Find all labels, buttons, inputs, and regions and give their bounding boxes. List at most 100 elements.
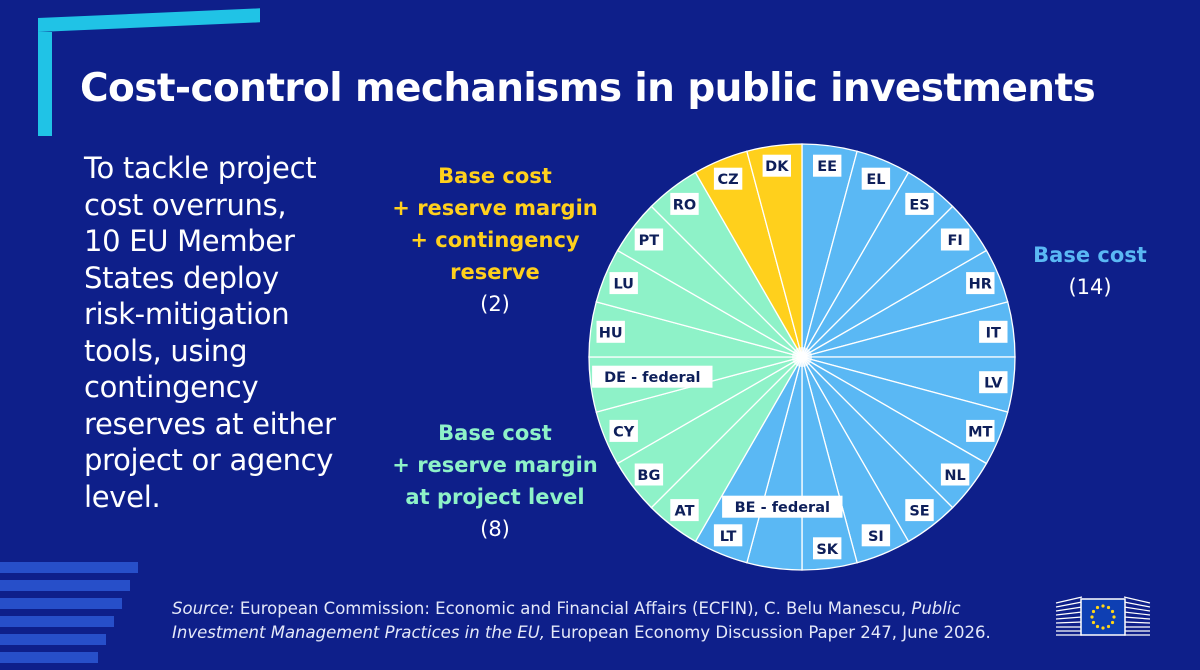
intro-line: 10 EU Member: [84, 224, 295, 258]
slice-label: BG: [634, 463, 664, 486]
group-label-lines: Base cost + reserve margin + contingency re…: [385, 160, 605, 288]
slice-label-text: CZ: [718, 172, 739, 188]
slice-label: LU: [609, 272, 638, 295]
slice-label-text: BE - federal: [735, 500, 830, 516]
slice-label-text: MT: [968, 424, 992, 440]
eu-star-icon: [1106, 624, 1111, 629]
slice-label: LT: [713, 524, 743, 547]
group-label-line: at project level: [405, 485, 585, 509]
slice-label: DK: [762, 154, 791, 177]
group-label-line: + contingency: [410, 228, 580, 252]
eu-star-icon: [1112, 615, 1116, 619]
intro-text: To tackle project cost overruns, 10 EU Mem…: [84, 150, 369, 515]
group-count: (14): [1068, 275, 1112, 299]
intro-line: To tackle project: [84, 151, 317, 185]
slice-label-text: DE - federal: [604, 370, 700, 386]
slice-label: BE - federal: [722, 495, 843, 518]
eu-star-icon: [1101, 626, 1105, 630]
group-label-line: Base cost: [1033, 243, 1147, 267]
slice-label-text: HU: [599, 325, 623, 341]
slice-label-text: LV: [984, 376, 1003, 392]
eu-star-icon: [1101, 604, 1105, 608]
eu-star-icon: [1110, 620, 1115, 625]
eu-star-icon: [1110, 609, 1115, 614]
eu-star-icon: [1095, 624, 1100, 629]
pie-center: [792, 347, 812, 367]
intro-line: tools, using: [84, 333, 248, 368]
slice-label-text: EL: [866, 172, 885, 188]
slice-label-text: PT: [639, 233, 660, 249]
slice-label-text: RO: [673, 197, 697, 213]
slice-label-text: SK: [816, 542, 838, 558]
slice-label: CY: [609, 419, 638, 442]
slice-label: PT: [634, 228, 664, 251]
group-label-line: + reserve margin: [392, 196, 598, 220]
group-label-lines: Base cost + reserve margin at project leve…: [385, 417, 605, 513]
slice-label: NL: [940, 463, 970, 486]
european-commission-logo-icon: [1055, 596, 1151, 636]
slice-label: HR: [966, 272, 995, 295]
slice-label-text: HR: [969, 277, 992, 293]
pie-slice-dk: [746, 143, 803, 358]
slice-label-text: NL: [944, 468, 965, 484]
intro-line: level.: [84, 479, 161, 514]
page-title: Cost-control mechanisms in public invest…: [80, 66, 1096, 111]
slice-label-text: AT: [675, 504, 695, 520]
group-label-line: Base cost: [438, 164, 552, 188]
eu-star-icon: [1091, 609, 1096, 614]
slice-label: SE: [905, 499, 934, 522]
group-label-line: + reserve margin: [392, 453, 598, 477]
slice-label: SI: [861, 524, 891, 547]
slice-label: IT: [979, 320, 1008, 343]
group-label-project-level: Base cost + reserve margin at project leve…: [385, 417, 605, 545]
source-text: European Economy Discussion Paper 247, J…: [545, 623, 991, 642]
slice-label: RO: [670, 192, 699, 215]
slice-label: MT: [966, 419, 995, 442]
slice-label: LV: [979, 371, 1008, 394]
slice-label: SK: [813, 537, 842, 560]
group-count: (8): [480, 517, 510, 541]
slice-label-text: CY: [613, 424, 635, 440]
stripes-decoration: [0, 560, 140, 670]
group-label-line: Base cost: [438, 421, 552, 445]
slice-label-text: EE: [817, 159, 837, 175]
source-text: European Commission: Economic and Financ…: [234, 599, 912, 618]
slice-label: FI: [940, 228, 970, 251]
source-note: Source: European Commission: Economic an…: [172, 597, 1022, 645]
slice-label: AT: [670, 499, 699, 522]
group-label-line: reserve: [450, 260, 540, 284]
intro-line: cost overruns,: [84, 187, 287, 222]
slice-label-text: ES: [909, 197, 929, 213]
group-count: (2): [480, 292, 510, 316]
slice-label-text: LT: [720, 529, 737, 545]
source-prefix: Source:: [172, 599, 235, 618]
slice-label: CZ: [713, 167, 743, 190]
slice-label: ES: [905, 192, 934, 215]
intro-line: reserves at either: [84, 406, 336, 441]
intro-line: contingency: [84, 370, 259, 404]
slice-label: EL: [861, 167, 891, 190]
slice-label-text: FI: [947, 233, 962, 249]
eu-star-icon: [1091, 620, 1096, 625]
eu-star-icon: [1090, 615, 1094, 619]
eu-star-icon: [1095, 605, 1100, 610]
corner-bracket-decoration: [38, 8, 260, 136]
slice-label: DE - federal: [592, 365, 713, 388]
eu-star-icon: [1106, 605, 1111, 610]
slice-label-text: LU: [613, 277, 634, 293]
group-label-base-cost: Base cost (14): [1025, 239, 1155, 303]
slice-label: EE: [813, 154, 842, 177]
slice-label-text: SI: [868, 529, 884, 545]
group-label-lines: Base cost: [1025, 239, 1155, 271]
intro-line: risk-mitigation: [84, 297, 290, 331]
slice-label-text: DK: [765, 159, 789, 175]
slice-label-text: BG: [637, 468, 660, 484]
slice-label: HU: [596, 320, 625, 343]
slice-label-text: IT: [986, 325, 1001, 341]
source-title: Public: [911, 599, 961, 618]
intro-line: States deploy: [84, 260, 279, 295]
group-label-contingency: Base cost + reserve margin + contingency re…: [385, 160, 605, 320]
source-title: Investment Management Practices in the E…: [172, 623, 546, 642]
intro-line: project or agency: [84, 443, 334, 477]
